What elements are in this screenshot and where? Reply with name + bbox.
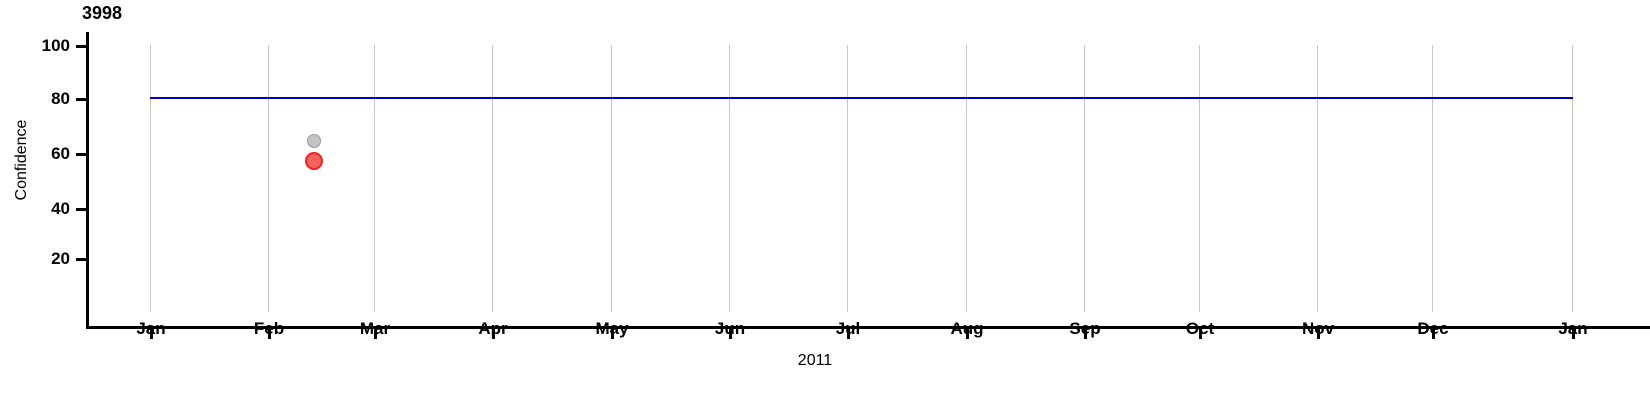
gridline-jul [847, 45, 848, 312]
x-tick-jan-next [1572, 329, 1575, 339]
x-axis-spine [86, 326, 1650, 329]
gridline-dec [1432, 45, 1433, 312]
gridline-jan [150, 45, 151, 312]
threshold-line-80 [150, 97, 1573, 99]
x-tick-label-aug: Aug [950, 319, 984, 338]
y-tick-label-40: 40 [51, 199, 70, 218]
y-tick-80 [76, 98, 87, 101]
x-tick-label-jul: Jul [835, 319, 861, 338]
x-tick-may [611, 329, 614, 339]
x-tick-label-nov: Nov [1301, 319, 1335, 338]
x-tick-apr [492, 329, 495, 339]
gridline-oct [1199, 45, 1200, 312]
gridline-jan-next [1572, 45, 1573, 312]
x-tick-jul [847, 329, 850, 339]
gridline-apr [492, 45, 493, 312]
y-tick-label-80: 80 [51, 89, 70, 108]
y-tick-label-100: 100 [41, 36, 70, 55]
x-tick-label-jan-next: Jan [1558, 319, 1588, 338]
x-tick-label-jan: Jan [136, 319, 166, 338]
gridline-may [611, 45, 612, 312]
gridline-mar [374, 45, 375, 312]
y-tick-20 [76, 258, 87, 261]
x-tick-nov [1317, 329, 1320, 339]
y-tick-60 [76, 153, 87, 156]
x-tick-label-mar: Mar [359, 319, 391, 338]
gridline-sep [1084, 45, 1085, 312]
x-tick-feb [268, 329, 271, 339]
x-axis-title: 2011 [797, 352, 833, 369]
x-tick-dec [1432, 329, 1435, 339]
y-tick-40 [76, 208, 87, 211]
gridline-feb [268, 45, 269, 312]
gridline-nov [1317, 45, 1318, 312]
x-tick-label-jun: Jun [714, 319, 746, 338]
y-tick-label-60: 60 [51, 144, 70, 163]
x-tick-label-apr: Apr [478, 319, 508, 338]
x-tick-aug [966, 329, 969, 339]
x-tick-oct [1199, 329, 1202, 339]
gridline-aug [966, 45, 967, 312]
x-axis-title-wrapper: 2011 [0, 352, 1650, 370]
x-tick-jan [150, 329, 153, 339]
y-axis-spine [86, 32, 89, 328]
chart-title: 3998 [82, 3, 123, 23]
x-tick-label-feb: Feb [253, 319, 285, 338]
x-tick-label-dec: Dec [1417, 319, 1449, 338]
x-tick-mar [374, 329, 377, 339]
y-tick-label-20: 20 [51, 249, 70, 268]
x-tick-sep [1084, 329, 1087, 339]
data-point-red[interactable] [305, 152, 323, 170]
x-tick-label-sep: Sep [1069, 319, 1101, 338]
y-tick-100 [76, 45, 87, 48]
x-tick-jun [729, 329, 732, 339]
gridline-jun [729, 45, 730, 312]
x-tick-label-may: May [595, 319, 629, 338]
data-point-grey[interactable] [307, 134, 321, 148]
x-tick-label-oct: Oct [1185, 319, 1215, 338]
